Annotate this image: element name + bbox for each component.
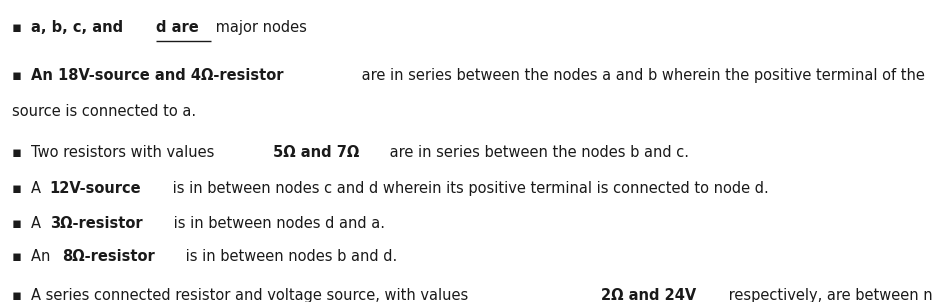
Text: respectively, are between nodes and c. The: respectively, are between nodes and c. T… (724, 288, 932, 302)
Text: ▪: ▪ (12, 20, 27, 35)
Text: are in series between the nodes b and c.: are in series between the nodes b and c. (385, 145, 689, 160)
Text: Two resistors with values: Two resistors with values (31, 145, 219, 160)
Text: 3Ω-resistor: 3Ω-resistor (49, 216, 143, 231)
Text: An: An (31, 249, 55, 264)
Text: An 18V-source and 4Ω-resistor: An 18V-source and 4Ω-resistor (31, 68, 283, 83)
Text: is in between nodes d and a.: is in between nodes d and a. (170, 216, 385, 231)
Text: are in series between the nodes a and b wherein the positive terminal of the: are in series between the nodes a and b … (357, 68, 925, 83)
Text: 8Ω-resistor: 8Ω-resistor (62, 249, 155, 264)
Text: 12V-source: 12V-source (49, 181, 142, 196)
Text: A: A (31, 216, 46, 231)
Text: ▪: ▪ (12, 181, 27, 196)
Text: is in between nodes b and d.: is in between nodes b and d. (182, 249, 398, 264)
Text: is in between nodes c and d wherein its positive terminal is connected to node d: is in between nodes c and d wherein its … (168, 181, 769, 196)
Text: A: A (31, 181, 46, 196)
Text: ▪: ▪ (12, 68, 27, 83)
Text: ▪: ▪ (12, 145, 27, 160)
Text: major nodes: major nodes (212, 20, 308, 35)
Text: 2Ω and 24V: 2Ω and 24V (601, 288, 696, 302)
Text: 5Ω and 7Ω: 5Ω and 7Ω (273, 145, 360, 160)
Text: a, b, c, and: a, b, c, and (31, 20, 128, 35)
Text: ▪: ▪ (12, 216, 27, 231)
Text: A series connected resistor and voltage source, with values: A series connected resistor and voltage … (31, 288, 473, 302)
Text: ▪: ▪ (12, 288, 27, 302)
Text: ▪: ▪ (12, 249, 27, 264)
Text: d are: d are (157, 20, 199, 35)
Text: source is connected to a.: source is connected to a. (12, 104, 197, 119)
